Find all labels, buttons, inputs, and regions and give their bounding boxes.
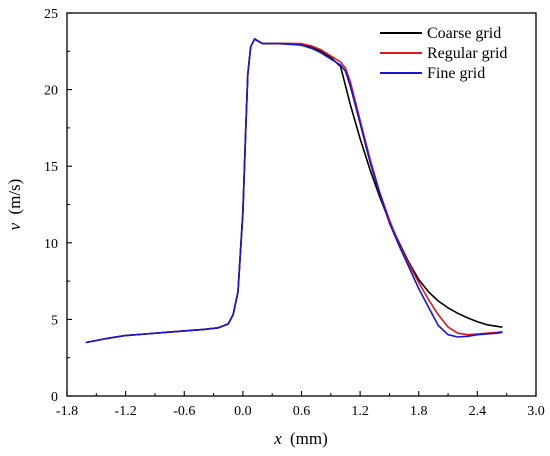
series-line-coarse-grid — [85, 38, 503, 344]
x-tick-label: 0.6 — [293, 404, 311, 419]
x-tick-label: 3.0 — [527, 404, 545, 419]
x-tick-label: -1.2 — [115, 404, 137, 419]
y-tick-label: 20 — [44, 84, 58, 99]
x-tick-label: 2.4 — [469, 404, 487, 419]
x-axis-title: x (mm) — [273, 429, 328, 448]
series-line-fine-grid — [85, 38, 503, 344]
x-tick-label: 0.0 — [234, 404, 252, 419]
y-tick-label: 15 — [44, 160, 58, 175]
legend: Coarse grid Regular grid Fine grid — [380, 25, 507, 82]
y-tick-label: 25 — [44, 7, 58, 22]
y-tick-label: 10 — [44, 237, 58, 252]
x-axis-variable: x — [273, 429, 282, 448]
x-axis-unit: (mm) — [290, 429, 328, 448]
y-axis-unit: (m/s) — [5, 179, 24, 215]
y-tick-label: 0 — [51, 390, 58, 405]
x-ticks: -1.8 -1.2 -0.6 0.0 0.6 1.2 1.8 2.4 3.0 — [56, 391, 545, 419]
legend-label: Coarse grid — [427, 25, 501, 42]
legend-label: Regular grid — [427, 45, 507, 62]
y-axis-title: v (m/s) — [5, 179, 24, 231]
y-tick-label: 5 — [51, 313, 58, 328]
x-tick-label: 1.8 — [410, 404, 428, 419]
series-line-regular-grid — [85, 38, 503, 344]
x-tick-label: -1.8 — [56, 404, 78, 419]
y-ticks: 0 5 10 15 20 25 — [44, 7, 72, 405]
series-layer — [85, 38, 503, 344]
x-tick-label: 1.2 — [351, 404, 369, 419]
legend-label: Fine grid — [427, 65, 485, 82]
y-axis-variable: v — [5, 222, 24, 230]
x-tick-label: -0.6 — [173, 404, 195, 419]
